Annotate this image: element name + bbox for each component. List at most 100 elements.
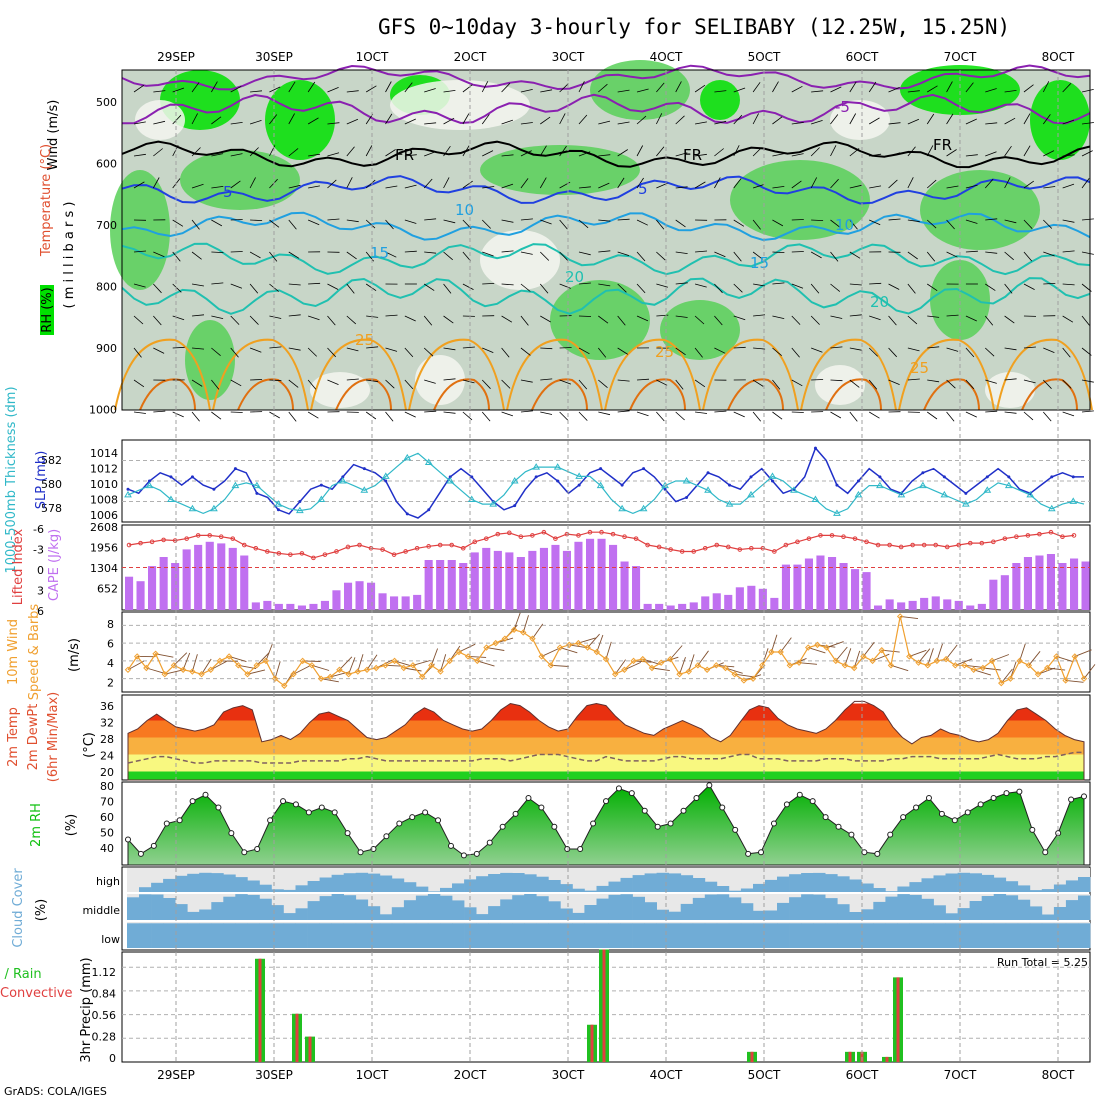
wind-speed-point [170, 662, 178, 669]
li-point [483, 536, 489, 541]
wind-speed-point [979, 664, 987, 672]
upper-air-panel: -5 FR FR FR 5 5 10 10 15 15 20 20 25 25 25 500 600 700 800… [39, 60, 1094, 422]
wind-speed-point [189, 668, 196, 675]
rh-region [180, 150, 300, 210]
wind-barb [791, 379, 803, 387]
wind-barb [694, 347, 703, 358]
wind-speed-point [657, 659, 665, 666]
slp-point [513, 504, 517, 508]
cloud-bar [885, 891, 898, 892]
cloud-bar [247, 894, 260, 920]
contour-label: FR [933, 136, 952, 154]
li-point [783, 542, 789, 548]
wind-barb [288, 379, 299, 388]
wind-barb [868, 411, 880, 419]
cloud-bar [548, 880, 561, 892]
rh2m-point [887, 831, 894, 838]
wind-barb [926, 411, 938, 420]
rh-region [660, 300, 740, 360]
wind-barb [907, 283, 916, 294]
cape-bar [171, 563, 180, 610]
li-point [1048, 529, 1054, 535]
wind-barb [540, 116, 551, 125]
wind-barb [656, 411, 665, 422]
cloud-bar [692, 897, 706, 920]
slp-point [212, 487, 216, 491]
rh2m-point [900, 814, 907, 821]
wind-barb [288, 113, 295, 125]
cloud-bar [175, 875, 188, 892]
wind-barb [791, 153, 804, 157]
li-point [368, 545, 374, 551]
rh2m-point [641, 807, 648, 814]
wind-speed-point [805, 644, 812, 651]
wind-barb [1004, 378, 1017, 381]
wind-barb [656, 146, 665, 157]
wind-speed-point [887, 662, 895, 669]
wind-barb [830, 315, 843, 319]
wind-barb [772, 153, 785, 157]
wind-barb [772, 186, 785, 189]
cloud-bar [777, 923, 790, 948]
wind-barb [540, 411, 553, 415]
wind-barb [211, 81, 218, 93]
wind-barb [888, 218, 901, 221]
cloud-bar [127, 897, 140, 920]
wind-barb [830, 178, 839, 189]
thickness-point [145, 481, 154, 489]
wind-barb [725, 667, 743, 674]
thickness-point [768, 472, 777, 479]
wind-barb [1043, 347, 1055, 353]
wind-barb [578, 379, 588, 390]
wind-barb [346, 146, 355, 157]
wind-speed-point [161, 671, 168, 678]
rh-region [920, 170, 1040, 250]
wind-barb [540, 89, 553, 93]
cloud-bar [283, 913, 296, 920]
cloud-bar [921, 923, 934, 948]
wind-barb [501, 411, 514, 417]
cloud-bar [801, 923, 814, 948]
cloud-bar [139, 887, 152, 892]
wind-barb [520, 178, 529, 189]
cloud-bar [993, 894, 1007, 920]
temp-outline [127, 700, 1085, 781]
wind-speed-point [933, 657, 941, 665]
temp-tick: 36 [100, 700, 114, 713]
wind-barb [791, 219, 804, 221]
wind-speed-point [731, 671, 738, 678]
wind-barb [346, 251, 357, 260]
wind-barb [424, 122, 437, 125]
wind-barb [133, 181, 145, 189]
cloud-bar [500, 872, 513, 892]
cape-bar [816, 555, 825, 610]
wind-speed-point [942, 655, 950, 663]
wind-barb [127, 660, 145, 671]
cloud-bar [524, 874, 537, 892]
wind-barb [985, 283, 996, 291]
wind-barb [810, 251, 822, 259]
slp-point [599, 467, 603, 471]
wind-barb [520, 283, 531, 292]
cape-bar [413, 594, 422, 610]
wind-barb [810, 177, 818, 189]
wind-barb [927, 379, 940, 383]
temp-bands [128, 703, 1084, 780]
wind-barb [598, 379, 608, 389]
wind-barb [520, 410, 533, 413]
wind-barb [540, 378, 553, 381]
cloud-bar [813, 872, 826, 892]
wind-barb [578, 219, 589, 229]
cloud-bar [596, 885, 609, 892]
rh2m-point [1029, 826, 1036, 833]
cape-bar [528, 550, 537, 610]
wind-barb [670, 645, 683, 660]
wind-barb [733, 145, 740, 157]
cloud-bar [1005, 881, 1019, 892]
wind-barb [520, 315, 529, 326]
wind-barb [249, 347, 262, 353]
wind-barb [501, 347, 510, 358]
rh2m-panel: 80 70 60 50 40 2m RH (%) [29, 780, 1091, 866]
cloud-bar [765, 879, 778, 892]
cloud-bar [909, 894, 922, 920]
